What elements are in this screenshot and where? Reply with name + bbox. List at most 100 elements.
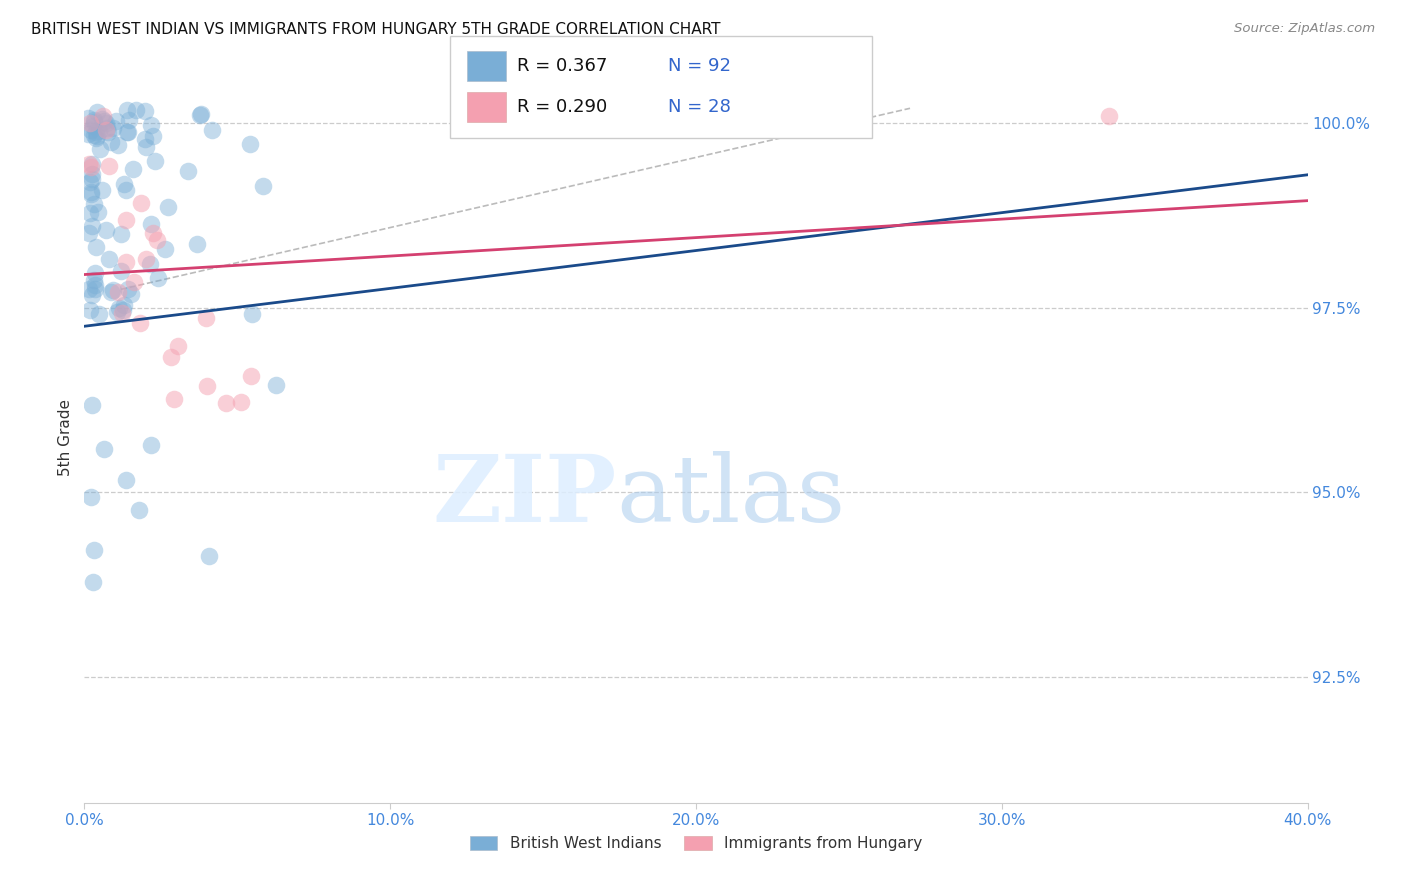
Point [135, 140, 157, 154]
Point [159, 351, 181, 365]
Point [142, 129, 165, 144]
Point [97, 252, 120, 266]
Point [215, 395, 238, 409]
Point [156, 200, 179, 214]
Point [91, 109, 114, 123]
Point [80, 123, 103, 137]
Point [177, 164, 200, 178]
Point [82, 398, 104, 412]
Point [82, 575, 104, 590]
Point [117, 125, 139, 139]
Point [97, 159, 120, 173]
Point [89, 123, 111, 137]
Point [266, 378, 288, 392]
Y-axis label: 5th Grade: 5th Grade [58, 399, 73, 475]
Point [118, 113, 141, 128]
Point [107, 301, 129, 316]
Point [105, 113, 128, 128]
Point [86, 105, 108, 120]
Text: N = 92: N = 92 [668, 57, 731, 75]
Point [110, 264, 132, 278]
Point [112, 177, 135, 191]
Point [80, 167, 103, 181]
Point [142, 226, 165, 240]
Point [84, 130, 107, 145]
Point [103, 120, 125, 135]
Point [117, 282, 139, 296]
Point [134, 103, 156, 118]
Point [112, 298, 135, 312]
Point [115, 183, 138, 197]
Point [83, 196, 105, 211]
Point [97, 125, 120, 139]
Text: N = 28: N = 28 [668, 98, 731, 116]
Point [84, 240, 107, 254]
Point [115, 213, 138, 227]
Point [128, 502, 150, 516]
Point [83, 282, 105, 296]
Point [90, 183, 112, 197]
Point [87, 205, 110, 219]
Point [83, 115, 105, 129]
Point [100, 135, 122, 149]
Point [240, 306, 263, 320]
Point [79, 206, 101, 220]
Point [115, 255, 138, 269]
Point [135, 252, 157, 266]
Point [139, 118, 162, 132]
Point [77, 226, 100, 240]
Point [195, 378, 218, 392]
Point [141, 217, 163, 231]
Point [141, 438, 163, 452]
Point [77, 282, 100, 296]
Point [201, 122, 224, 136]
Point [186, 237, 208, 252]
Point [153, 242, 176, 256]
Point [101, 283, 124, 297]
Point [252, 179, 274, 194]
Point [80, 287, 103, 301]
Point [134, 132, 156, 146]
Point [83, 273, 105, 287]
Point [80, 185, 103, 199]
Point [89, 142, 111, 156]
Point [122, 275, 145, 289]
Point [79, 302, 101, 317]
Point [198, 549, 221, 563]
Point [120, 287, 142, 301]
Text: R = 0.367: R = 0.367 [517, 57, 607, 75]
Point [129, 316, 152, 330]
Point [125, 103, 148, 117]
Point [114, 473, 136, 487]
Point [190, 107, 212, 121]
Point [100, 285, 122, 299]
Text: Source: ZipAtlas.com: Source: ZipAtlas.com [1234, 22, 1375, 36]
Point [79, 116, 101, 130]
Point [80, 160, 103, 174]
Point [93, 114, 115, 128]
Point [96, 120, 118, 135]
Point [167, 339, 190, 353]
Point [82, 119, 104, 133]
Point [79, 156, 101, 170]
Point [240, 368, 263, 383]
Point [107, 285, 129, 299]
Point [82, 172, 104, 186]
Point [84, 125, 107, 139]
Text: atlas: atlas [616, 450, 846, 541]
Point [194, 311, 217, 326]
Point [80, 157, 103, 171]
Point [83, 277, 105, 292]
Point [80, 219, 103, 233]
Point [117, 103, 139, 117]
Legend: British West Indians, Immigrants from Hungary: British West Indians, Immigrants from Hu… [464, 830, 928, 857]
Point [143, 154, 166, 169]
Point [96, 116, 118, 130]
Point [1098, 109, 1121, 123]
Point [239, 136, 262, 151]
Point [163, 392, 186, 406]
Point [90, 112, 112, 126]
Text: ZIP: ZIP [432, 450, 616, 541]
Point [77, 111, 100, 125]
Text: R = 0.290: R = 0.290 [517, 98, 607, 116]
